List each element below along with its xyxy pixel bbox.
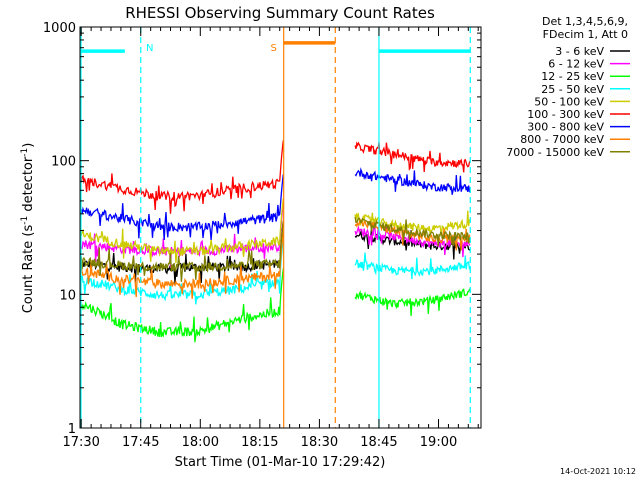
chart-title: RHESSI Observing Summary Count Rates bbox=[125, 4, 435, 22]
y-axis: 1 10 100 1000 bbox=[43, 21, 481, 437]
series-line-post bbox=[354, 167, 471, 195]
series-100-300-keV bbox=[80, 140, 471, 214]
x-axis: 17:30 17:45 18:00 18:15 18:30 18:45 19:00 bbox=[62, 27, 479, 450]
legend-label: 7000 - 15000 keV bbox=[506, 146, 604, 159]
timestamp: 14-Oct-2021 10:12 bbox=[560, 467, 636, 476]
series-12-25-keV bbox=[80, 268, 471, 343]
marker-n: N bbox=[81, 27, 153, 428]
series-line-post bbox=[354, 141, 471, 173]
series-line-post bbox=[354, 288, 471, 316]
marker-interval-2 bbox=[378, 27, 471, 428]
legend-label: 25 - 50 keV bbox=[541, 83, 604, 96]
plot-frame bbox=[79, 26, 482, 429]
series-line-post bbox=[354, 252, 471, 280]
legend-label: 12 - 25 keV bbox=[541, 70, 604, 83]
series-line-pre bbox=[80, 140, 284, 214]
series-line-pre bbox=[80, 174, 284, 241]
legend-label: 800 - 7000 keV bbox=[520, 133, 604, 146]
x-tick-label: 18:30 bbox=[301, 435, 338, 450]
series-7000-15000-keV bbox=[80, 216, 471, 282]
series-line-pre bbox=[80, 232, 284, 299]
series-300-800-keV bbox=[80, 167, 471, 241]
series-line-post bbox=[354, 216, 471, 247]
x-tick-label: 17:30 bbox=[62, 435, 99, 450]
x-tick-label: 19:00 bbox=[420, 435, 457, 450]
x-tick-label: 18:00 bbox=[182, 435, 219, 450]
marker-label: N bbox=[146, 43, 153, 54]
legend: Det 1,3,4,5,6,9, FDecim 1, Att 0 3 - 6 k… bbox=[506, 15, 630, 159]
marker-label: S bbox=[270, 43, 276, 54]
x-axis-label: Start Time (01-Mar-10 17:29:42) bbox=[175, 455, 386, 470]
y-tick-label: 1 bbox=[68, 422, 76, 437]
y-axis-label: Count Rate (s-1 detector-1) bbox=[20, 143, 36, 314]
legend-label: 300 - 800 keV bbox=[527, 121, 604, 134]
series-line-post bbox=[354, 210, 471, 236]
series-line-pre bbox=[80, 238, 284, 305]
series-line-pre bbox=[80, 268, 284, 343]
series-50-100-keV bbox=[80, 198, 471, 264]
legend-header-line-1: Det 1,3,4,5,6,9, bbox=[542, 15, 628, 28]
series-line-pre bbox=[80, 220, 284, 282]
series-25-50-keV bbox=[80, 238, 471, 305]
legend-label: 3 - 6 keV bbox=[555, 45, 604, 58]
legend-label: 100 - 300 keV bbox=[527, 108, 604, 121]
legend-label: 50 - 100 keV bbox=[534, 95, 604, 108]
series-line-pre bbox=[80, 198, 284, 264]
y-tick-label: 10 bbox=[59, 288, 76, 303]
legend-label: 6 - 12 keV bbox=[548, 58, 604, 71]
legend-header-line-2: FDecim 1, Att 0 bbox=[543, 28, 628, 41]
y-tick-label: 1000 bbox=[43, 21, 76, 36]
x-tick-label: 18:15 bbox=[241, 435, 278, 450]
marker-s: S bbox=[270, 27, 336, 428]
x-tick-label: 17:45 bbox=[122, 435, 159, 450]
y-tick-label: 100 bbox=[51, 155, 76, 170]
x-tick-label: 18:45 bbox=[360, 435, 397, 450]
